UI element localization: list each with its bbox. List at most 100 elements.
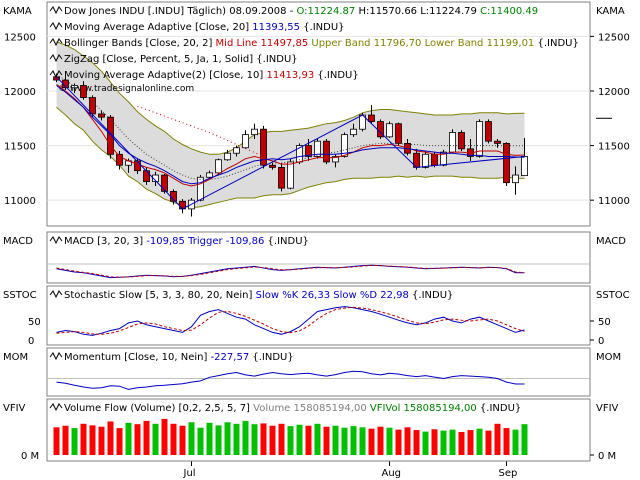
volume-bar [395,429,402,455]
candle [224,149,231,161]
panel-label-right-stochastic: SSTOC [596,290,630,301]
volume-bar [512,429,519,455]
legend-segment: -109,85 Trigger -109,86 [146,236,264,247]
legend-segment: Momentum [Close, 10, Nein] [64,352,211,363]
volume-bar [62,425,69,455]
candle-body [449,132,456,153]
volume-bar [125,422,132,455]
volume-bar [422,431,429,455]
volume-bar [143,420,150,455]
candle-body [107,116,114,155]
panel-label-left-price: KAMA [3,6,32,17]
adaptive-ma-20-line [56,85,525,185]
candle-body [485,121,492,142]
volume-bar [71,428,78,455]
candle [422,151,429,169]
candle-body [233,147,240,154]
series-line-macd-1 [56,264,525,278]
candle-body [305,145,312,157]
volume-bar [485,430,492,455]
candle [332,154,339,168]
x-tick-label: Sep [499,468,518,479]
legend-line-icon [49,54,63,63]
volume-bar [305,425,312,455]
legend-text-price-0: Dow Jones INDU [.INDU] Täglich) 08.09.20… [64,6,538,17]
tick-left-stochastic: 0 [28,336,34,347]
tick-left-volume: 0 M [21,451,39,462]
candle-body [161,174,168,192]
volume-bar [440,430,447,455]
series-line-momentum-0 [56,370,525,390]
candle [278,163,285,192]
candle [152,171,159,186]
legend-segment: Stochastic Slow [5, 3, 3, 80, 20, Nein] [64,290,256,301]
legend-text-stochastic-0: Stochastic Slow [5, 3, 3, 80, 20, Nein] … [64,290,453,301]
candle-body [278,167,285,189]
candle [512,166,519,195]
candle-body [152,174,159,182]
legend-text-volume-0: Volume Flow (Volume) [0,2, 2,5, 5, 7] Vo… [64,403,521,414]
candle [386,121,393,138]
legend-segment: C:11400.49 [480,6,538,17]
candle-body [269,164,276,168]
candle-body [251,128,258,136]
legend-segment: -227,57 [211,352,250,363]
dotted-trend-line [137,105,264,157]
panel-label-right-price: KAMA [596,6,625,17]
candle-body [215,159,222,174]
legend-text-price-3: ZigZag [Close, Percent, 5, Ja, 1, Solid]… [64,54,298,65]
legend-segment: Moving Average Adaptive [Close, 20] [64,22,252,33]
legend-line-icon [49,6,63,15]
candle-body [314,140,321,157]
x-tick-label: Aug [382,468,402,479]
legend-segment: Dow Jones INDU [.INDU] Täglich) 08.09.20… [64,6,296,17]
legend-segment: {.INDU} [264,236,309,247]
legend-segment: {.INDU} [314,70,359,81]
bollinger-lower-line [56,107,525,209]
candle [107,114,114,159]
candle-body [80,85,87,98]
legend-segment: Upper Band 11796,70 Lower Band 11199,01 [308,38,534,49]
volume-bar [269,425,276,455]
legend-segment: {.INDU} [534,38,579,49]
price-tick-right: 12000 [598,87,630,98]
panel-label-left-macd: MACD [3,236,33,247]
volume-bar [296,424,303,455]
panel-label-left-momentum: MOM [3,352,28,363]
candle-body [287,161,294,189]
legend-segment: MACD [3, 20, 3] [64,236,146,247]
legend-segment: {.INDU} [477,403,522,414]
tick-right-stochastic: 0 [598,336,604,347]
panel-label-left-volume: VFIV [3,403,26,414]
candle-body [332,156,339,163]
volume-bar [260,423,267,455]
candle [269,163,276,170]
price-tick-right: 11500 [598,142,630,153]
legend-segment: H:11570.66 L:11224.79 [355,6,480,17]
volume-bar [89,425,96,455]
candle [485,119,492,144]
panel-label-right-volume: VFIV [596,403,619,414]
watermark-text: © www.tradesignalonline.com [58,84,194,94]
candle-body [512,174,519,184]
candle-body [422,153,429,168]
volume-bar [449,429,456,455]
volume-bar [215,425,222,455]
volume-bar [377,426,384,455]
candle-body [521,156,528,177]
candle [503,142,510,186]
candle-body [458,132,465,150]
series-line-stochastic-1 [56,306,525,335]
legend-line-icon [49,236,63,245]
volume-bar [386,427,393,455]
volume-bar [494,423,501,455]
legend-segment: {.INDU} [409,290,454,301]
legend-segment: O:11224.87 [296,6,355,17]
candle [206,170,213,179]
volume-bar [404,427,411,455]
legend-line-icon [49,352,63,361]
panel-frame-macd [46,231,591,284]
volume-bar [503,428,510,455]
candle-body [440,151,447,166]
